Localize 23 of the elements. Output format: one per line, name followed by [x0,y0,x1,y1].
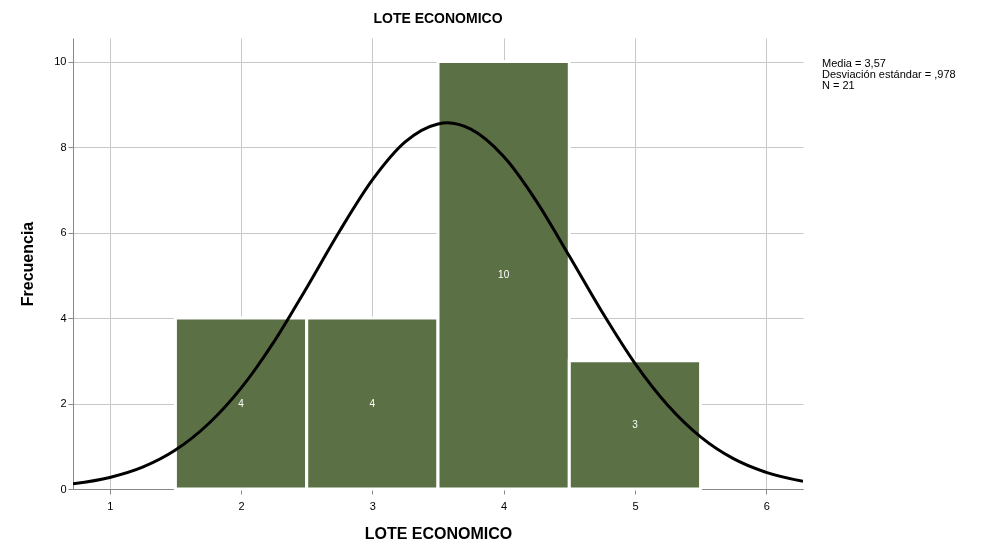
x-axis-title: LOTE ECONOMICO [364,524,513,542]
y-tick-label: 4 [60,311,67,324]
data-label: 10 [498,269,510,281]
y-tick-label: 2 [60,397,67,409]
x-tick-label: 1 [107,499,114,512]
chart-title: LOTE ECONOMICO [373,10,503,26]
x-tick-label: 6 [763,499,770,512]
text: N = 21 [822,79,856,91]
data-label: 4 [238,397,245,409]
x-tick-label: 5 [632,499,639,512]
text: Media = 3,57 [822,57,887,69]
y-tick-label: 0 [60,482,67,495]
y-axis-title: Frecuencia [19,221,37,307]
y-tick-label: 6 [60,226,67,239]
x-tick-label: 4 [501,499,508,512]
data-label: 4 [369,397,376,409]
y-tick-label: 8 [60,140,67,153]
x-tick-label: 2 [238,499,245,512]
y-tick-label: 10 [54,55,67,68]
line-series [73,121,803,486]
text: Desviación estándar = ,978 [822,68,956,80]
data-label: 3 [632,418,639,430]
x-tick-label: 3 [369,499,376,512]
